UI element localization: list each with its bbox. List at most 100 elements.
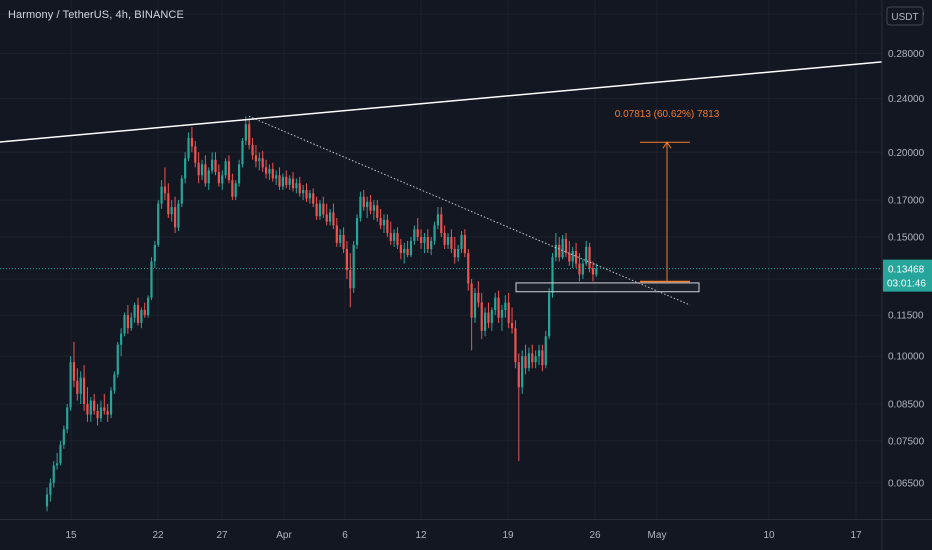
candle-body	[200, 164, 204, 176]
candle-body	[527, 353, 531, 369]
candle-body	[554, 244, 557, 258]
candle-body	[534, 356, 537, 363]
candle-body	[332, 212, 335, 226]
candle-body	[52, 465, 55, 483]
time-axis-panel[interactable]	[0, 519, 932, 550]
candle-body	[352, 244, 355, 289]
candle-body	[241, 140, 244, 165]
candle-body	[66, 407, 69, 430]
candle-body	[409, 240, 413, 256]
candle-body	[443, 233, 446, 245]
ascending-trendline	[0, 61, 883, 143]
candle-body	[585, 246, 588, 264]
candle-body	[308, 193, 311, 199]
x-tick-label: May	[648, 530, 667, 541]
candle-body	[207, 170, 210, 184]
candle-body	[106, 411, 109, 415]
candle-body	[362, 196, 365, 208]
candle-body	[595, 268, 598, 275]
candle-body	[237, 164, 241, 184]
measure-label: 0.07813 (60.62%) 7813	[615, 109, 720, 120]
candle-body	[285, 176, 288, 185]
candle-body	[197, 162, 200, 176]
last-price-tag	[883, 259, 932, 292]
y-tick-label: 0.06500	[888, 478, 925, 489]
candle-body	[510, 322, 514, 329]
candle-body	[318, 203, 322, 217]
candle-body	[507, 302, 510, 323]
candle-body	[504, 302, 507, 311]
candle-body	[258, 158, 261, 162]
candle-body	[564, 238, 568, 254]
candle-body	[45, 494, 49, 507]
candle-body	[281, 176, 284, 187]
candle-body	[167, 193, 170, 215]
candle-body	[470, 283, 473, 318]
candle-body	[494, 297, 497, 311]
candle-body	[548, 292, 551, 337]
candle-body	[490, 310, 493, 323]
candle-body	[484, 312, 487, 331]
currency-badge-label: USDT	[891, 12, 918, 23]
candle-body	[160, 186, 163, 204]
candle-body	[426, 236, 429, 249]
candle-body	[291, 178, 295, 189]
candle-body	[382, 219, 386, 226]
candle-body	[328, 212, 332, 222]
candle-body	[147, 297, 150, 316]
candle-body	[436, 214, 440, 226]
candle-body	[217, 172, 220, 184]
candle-body	[460, 234, 463, 249]
candle-body	[278, 175, 281, 187]
x-tick-label: 26	[589, 530, 601, 541]
candle-body	[416, 229, 419, 237]
candle-body	[184, 158, 187, 179]
candle-body	[487, 312, 490, 323]
candle-body	[49, 482, 52, 495]
candle-body	[133, 305, 136, 318]
candle-body	[413, 229, 416, 241]
y-tick-label: 0.24000	[888, 94, 925, 105]
candle-body	[446, 236, 450, 245]
candle-body	[153, 244, 156, 262]
candle-body	[345, 248, 349, 271]
candle-body	[254, 155, 258, 162]
time-axis: 15 22 27 Apr 6 12 19 26 May 10 17	[65, 530, 862, 541]
x-tick-label: 15	[65, 530, 77, 541]
y-tick-label: 0.11500	[888, 311, 924, 322]
candle-body	[231, 180, 234, 197]
x-tick-label: 12	[415, 530, 427, 541]
y-tick-label: 0.15000	[888, 232, 925, 243]
candle-body	[177, 203, 180, 228]
price-axis-panel[interactable]	[882, 0, 932, 519]
candle-body	[389, 233, 392, 241]
candle-body	[366, 201, 369, 208]
candle-body	[69, 362, 72, 408]
y-tick-label: 0.28000	[888, 49, 925, 60]
candle-body	[457, 248, 460, 258]
candle-body	[500, 310, 504, 318]
candle-body	[349, 270, 352, 289]
candle-body	[399, 244, 402, 254]
candle-body	[423, 236, 426, 243]
candle-body	[295, 183, 298, 189]
x-tick-label: 10	[763, 530, 775, 541]
candle-body	[163, 186, 167, 194]
candle-body	[379, 217, 382, 226]
candle-body	[568, 253, 571, 262]
candle-body	[531, 353, 534, 363]
x-tick-label: 19	[502, 530, 514, 541]
candle-body	[251, 145, 254, 156]
candle-body	[473, 292, 477, 318]
candle-body	[150, 261, 153, 298]
candle-body	[386, 219, 389, 234]
candle-body	[126, 315, 129, 329]
support-zone-box	[515, 282, 700, 293]
x-tick-label: 27	[216, 530, 228, 541]
candle-body	[591, 267, 595, 275]
candle-body	[113, 374, 116, 391]
candle-body	[268, 168, 271, 174]
candle-body	[288, 178, 291, 185]
